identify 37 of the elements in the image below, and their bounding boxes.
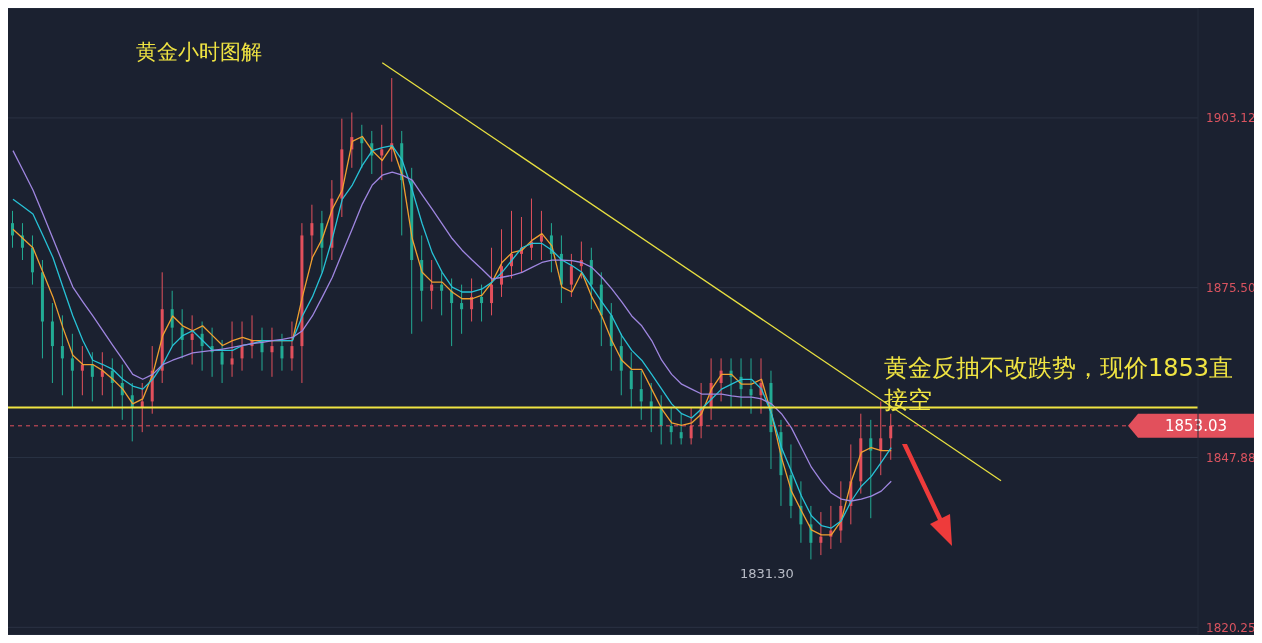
candlestick <box>819 511 823 556</box>
candlestick <box>90 351 94 402</box>
candlestick <box>220 339 224 384</box>
annotation: 1831.30 <box>740 566 794 581</box>
candlestick <box>460 284 464 335</box>
candlestick <box>539 210 543 261</box>
candlestick <box>100 351 104 396</box>
candlestick <box>70 333 74 409</box>
y-tick-label: 1847.88 <box>1206 450 1256 465</box>
candlestick <box>430 259 434 310</box>
candlestick <box>11 210 14 249</box>
y-tick-label: 1903.12 <box>1206 111 1256 126</box>
candlestick <box>190 314 194 366</box>
candlestick <box>270 327 274 378</box>
candlestick <box>569 253 573 298</box>
candlestick <box>669 407 673 445</box>
candlestick <box>60 314 64 396</box>
candlestick <box>310 204 314 261</box>
candlestick <box>629 351 633 409</box>
text: 黄金小时图解 <box>136 39 262 66</box>
candlestick <box>679 413 683 445</box>
candlestick <box>290 321 294 372</box>
y-tick-label: 1820.25 <box>1206 620 1256 635</box>
candlestick <box>649 382 653 433</box>
candlestick <box>230 321 234 378</box>
candlestick <box>240 321 244 372</box>
candlestick <box>80 345 84 396</box>
candlestick <box>480 284 484 322</box>
y-tick-label: 1875.50 <box>1206 280 1256 295</box>
candlestick <box>490 247 494 316</box>
candlestick <box>440 271 444 316</box>
candlestick <box>380 124 384 181</box>
candlestick <box>749 357 753 415</box>
candlestick <box>639 370 643 421</box>
ref-line-label: 1853.03 <box>1164 416 1228 435</box>
candlestick <box>280 333 284 372</box>
candlestick <box>869 419 873 519</box>
